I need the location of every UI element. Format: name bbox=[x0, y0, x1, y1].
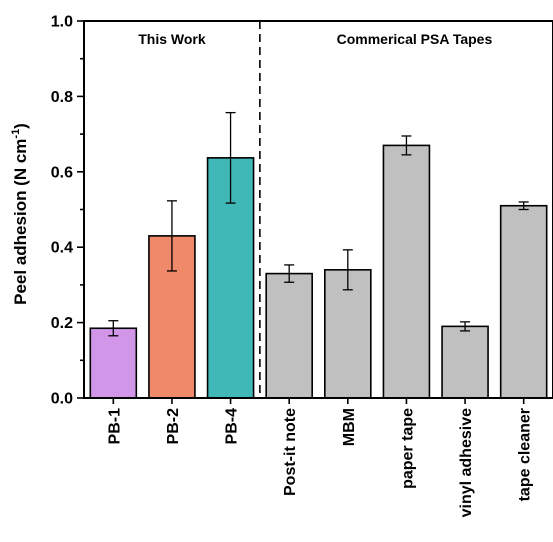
y-tick-label: 1.0 bbox=[51, 14, 73, 31]
x-category-label: PB-4 bbox=[224, 408, 241, 445]
bar bbox=[89, 327, 138, 399]
x-category-label: vinyl adhesive bbox=[458, 408, 475, 517]
plot-frame bbox=[83, 20, 553, 399]
bar bbox=[499, 204, 548, 399]
x-category-label: PB-2 bbox=[165, 408, 182, 445]
group-label-this-work: This Work bbox=[138, 31, 206, 47]
x-axis-category-labels: PB-1 PB-2 PB-4 Post-it note MBM paper tape vin… bbox=[106, 398, 534, 517]
bar bbox=[324, 269, 372, 399]
y-tick-label: 0.0 bbox=[51, 391, 73, 408]
y-axis-label-main: Peel adhesion (N cm bbox=[11, 139, 30, 305]
y-tick-label: 0.4 bbox=[51, 240, 73, 257]
y-axis-label: Peel adhesion (N cm-1) bbox=[10, 123, 30, 305]
y-tick-label: 0.8 bbox=[51, 89, 73, 106]
group-label-commercial: Commerical PSA Tapes bbox=[337, 31, 493, 47]
x-category-label: tape cleaner bbox=[517, 408, 534, 501]
x-category-label: paper tape bbox=[399, 408, 416, 489]
bar bbox=[265, 272, 313, 399]
y-axis-label-superscript: -1 bbox=[10, 129, 22, 139]
y-axis-ticks: 0.0 0.2 0.4 0.6 0.8 1.0 bbox=[51, 14, 84, 408]
bar bbox=[441, 325, 489, 399]
x-category-label: Post-it note bbox=[282, 408, 299, 496]
y-axis-label-close: ) bbox=[11, 123, 30, 129]
bars bbox=[89, 144, 548, 399]
x-category-label: PB-1 bbox=[106, 408, 123, 445]
y-tick-label: 0.2 bbox=[51, 315, 73, 332]
error-bars bbox=[108, 111, 529, 337]
x-category-label: MBM bbox=[341, 408, 358, 446]
y-tick-label: 0.6 bbox=[51, 164, 73, 181]
bar bbox=[382, 144, 431, 399]
